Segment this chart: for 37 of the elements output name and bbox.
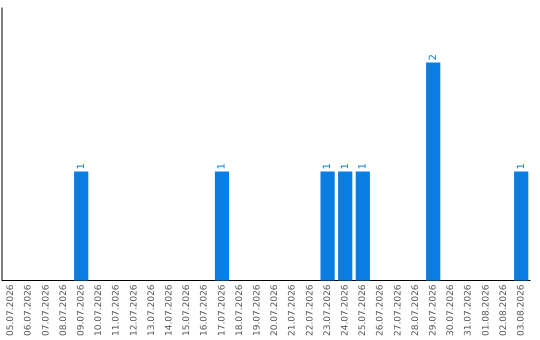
data-label: 1 <box>516 163 527 170</box>
x-tick-label: 07.07.2026 <box>41 284 52 336</box>
x-tick-label: 02.08.2026 <box>498 284 509 336</box>
x-tick-label: 05.07.2026 <box>6 284 16 336</box>
data-label: 2 <box>428 54 439 60</box>
x-tick-label: 29.07.2026 <box>428 284 439 336</box>
x-tick-label: 24.07.2026 <box>340 284 351 336</box>
data-label: 1 <box>340 163 351 170</box>
x-tick-label: 18.07.2026 <box>234 284 245 336</box>
x-tick-label: 03.08.2026 <box>516 284 527 336</box>
x-tick-label: 25.07.2026 <box>358 284 368 336</box>
x-tick-label: 14.07.2026 <box>164 284 175 336</box>
data-label: 1 <box>322 163 334 170</box>
x-tick-label: 22.07.2026 <box>305 284 316 336</box>
data-label: 1 <box>76 163 87 170</box>
x-tick-label: 16.07.2026 <box>200 284 210 336</box>
data-label: 1 <box>216 163 228 170</box>
x-tick-label: 06.07.2026 <box>24 284 34 336</box>
x-tick-label: 01.08.2026 <box>481 284 492 336</box>
x-tick-label: 08.07.2026 <box>58 284 69 336</box>
x-tick-label: 31.07.2026 <box>464 284 474 336</box>
x-tick-label: 26.07.2026 <box>376 284 386 336</box>
x-tick-label: 21.07.2026 <box>288 284 298 336</box>
x-tick-label: 23.07.2026 <box>322 284 333 336</box>
x-tick-label: 13.07.2026 <box>146 284 157 336</box>
x-tick-label: 12.07.2026 <box>129 284 140 336</box>
x-tick-label: 27.07.2026 <box>393 284 404 336</box>
x-tick-label: 10.07.2026 <box>94 284 104 336</box>
x-tick-label: 19.07.2026 <box>252 284 263 336</box>
x-tick-label: 28.07.2026 <box>410 284 421 336</box>
x-tick-label: 30.07.2026 <box>446 284 456 336</box>
x-tick-label: 09.07.2026 <box>76 284 87 336</box>
x-tick-label: 15.07.2026 <box>182 284 192 336</box>
x-tick-label: 11.07.2026 <box>112 284 122 336</box>
x-tick-label: 20.07.2026 <box>270 284 280 336</box>
data-label: 1 <box>357 163 368 170</box>
x-tick-label: 17.07.2026 <box>217 284 228 336</box>
